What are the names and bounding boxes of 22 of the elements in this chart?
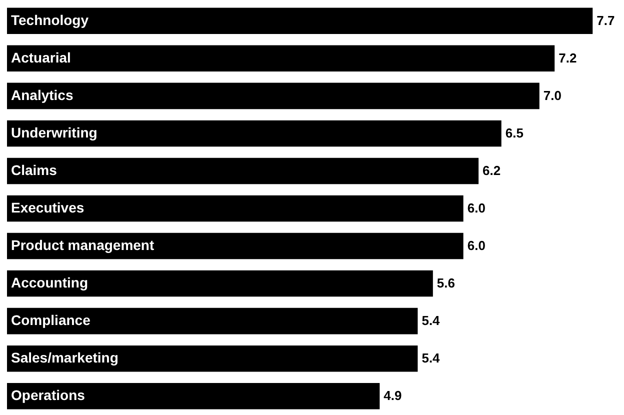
y-tick-label: Operations	[11, 387, 86, 404]
data-label: 5.6	[436, 276, 455, 291]
y-tick-label: Compliance	[11, 312, 91, 328]
y-tick-label: Sales/marketing	[11, 350, 118, 366]
y-tick-label: Product management	[11, 237, 154, 254]
y-tick-label: Claims	[11, 162, 58, 178]
data-label: 5.4	[422, 350, 441, 366]
y-tick-label: Underwriting	[11, 124, 98, 140]
data-label: 6.0	[467, 238, 486, 254]
y-tick-label: Accounting	[11, 274, 88, 291]
data-label: 7.2	[558, 50, 577, 66]
data-label: 4.9	[384, 388, 402, 404]
data-label: 5.4	[422, 313, 441, 328]
y-tick-label: Actuarial	[11, 49, 71, 66]
y-tick-label: Executives	[11, 200, 84, 216]
data-label: 7.7	[596, 12, 615, 28]
data-label: 7.0	[543, 88, 562, 103]
data-label: 6.0	[467, 200, 486, 216]
y-tick-label: Technology	[11, 12, 89, 28]
y-tick-label: Analytics	[11, 86, 74, 103]
data-label: 6.5	[505, 125, 524, 140]
data-label: 6.2	[482, 162, 501, 178]
